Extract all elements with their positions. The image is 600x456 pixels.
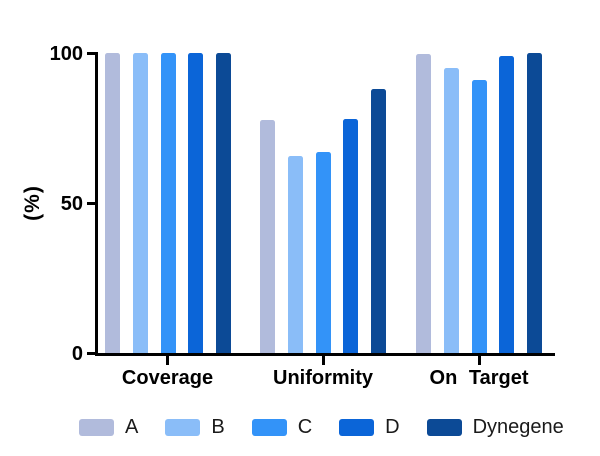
legend-item-c: C: [251, 416, 313, 438]
bar-uniformity-a: [260, 120, 275, 353]
legend-swatch-dynegene: [426, 418, 462, 436]
bar-coverage-a: [105, 52, 120, 353]
legend-swatch-d: [339, 418, 375, 436]
bar-coverage-b: [132, 52, 148, 353]
x-tick-coverage: [166, 355, 169, 365]
bar-on-target-c: [471, 79, 487, 353]
bar-on-target-b: [443, 67, 459, 353]
bar-on-target-d: [499, 55, 515, 353]
bar-coverage-c: [160, 52, 176, 353]
x-axis-line: [95, 352, 555, 356]
y-tick-label-100: 100: [49, 42, 83, 65]
legend-swatch-b: [165, 418, 201, 436]
bar-uniformity-b: [287, 156, 303, 353]
y-tick-label-50: 50: [60, 192, 83, 215]
x-category-label-uniformity: Uniformity: [273, 367, 373, 389]
x-tick-on-target: [477, 355, 481, 365]
x-category-label-on-target: On Target: [429, 367, 529, 389]
bar-on-target-dynegene: [527, 52, 542, 353]
legend-label-b: B: [211, 416, 225, 438]
legend-swatch-c: [251, 418, 287, 436]
legend-label-c: C: [297, 416, 313, 438]
y-tick-100: [86, 52, 96, 55]
bar-uniformity-dynegene: [371, 88, 386, 353]
legend-label-d: D: [385, 416, 400, 438]
bar-group-on-target: [416, 52, 542, 353]
legend-label-a: A: [125, 416, 139, 438]
legend-item-a: A: [79, 417, 138, 437]
x-tick-uniformity: [321, 355, 325, 365]
y-tick-50: [86, 202, 96, 205]
y-tick-label-0: 0: [71, 342, 83, 365]
chart-legend: A B C D Dynegene: [79, 417, 564, 437]
legend-swatch-a: [79, 418, 114, 436]
y-tick-0: [86, 352, 96, 355]
bar-group-uniformity: [260, 88, 386, 353]
bar-uniformity-d: [343, 118, 359, 353]
x-category-label-coverage: Coverage: [121, 367, 214, 389]
legend-item-d: D: [339, 416, 400, 438]
legend-item-b: B: [165, 416, 225, 438]
legend-label-dynegene: Dynegene: [472, 416, 564, 438]
bar-coverage-d: [188, 52, 204, 353]
bar-coverage-dynegene: [216, 52, 231, 353]
bar-on-target-a: [416, 54, 431, 353]
bar-group-coverage: [105, 52, 231, 353]
legend-item-dynegene: Dynegene: [426, 416, 564, 438]
bar-uniformity-c: [315, 151, 331, 353]
y-axis-line: [95, 52, 98, 356]
